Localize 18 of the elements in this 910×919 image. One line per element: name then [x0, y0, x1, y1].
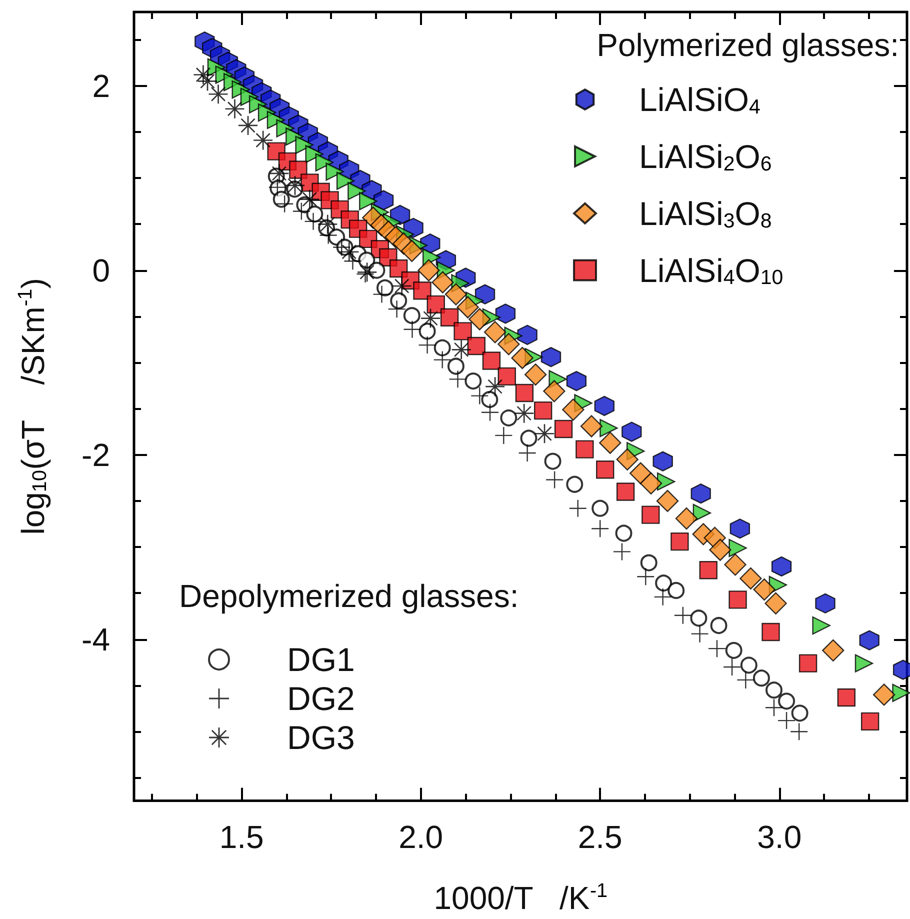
- x-tick-label: 3.0: [757, 818, 802, 855]
- y-tick-label: 2: [92, 68, 110, 104]
- legend-label: LiAlSiO4: [639, 81, 760, 118]
- legend-label: DG2: [287, 680, 355, 717]
- y-tick-label: 0: [92, 252, 110, 288]
- text: Depolymerized glasses:: [179, 578, 519, 614]
- x-tick-label: 2.5: [578, 818, 622, 855]
- x-tick-label: 1.5: [219, 818, 264, 855]
- legend-label: DG3: [287, 719, 355, 756]
- text: Polymerized glasses:: [596, 27, 899, 63]
- y-axis-title: log10(σT /SKm-1): [14, 278, 51, 535]
- y-tick-label: -2: [82, 436, 110, 473]
- legend-label: LiAlSi3O8: [639, 194, 772, 232]
- x-tick-label: 2.0: [398, 818, 444, 855]
- legend-label: DG1: [287, 641, 355, 678]
- legend-label: LiAlSi4O10: [639, 252, 784, 290]
- legend-label: LiAlSi2O6: [639, 138, 772, 176]
- y-tick-label: -4: [82, 621, 110, 658]
